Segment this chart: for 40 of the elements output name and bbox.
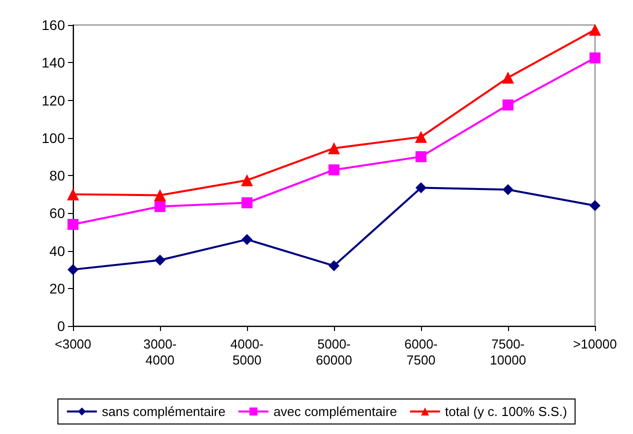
point bbox=[328, 260, 340, 272]
point bbox=[242, 234, 252, 245]
y-tick-label: 20 bbox=[49, 280, 66, 296]
point bbox=[68, 218, 78, 230]
x-tick-label: 4000- 5000 bbox=[230, 336, 264, 368]
y-tick-label: 80 bbox=[49, 168, 66, 184]
x-tick-label: >10000 bbox=[573, 336, 617, 352]
point bbox=[154, 189, 166, 202]
legend-label: sans complémentaire bbox=[102, 404, 226, 419]
point bbox=[502, 99, 514, 110]
x-tick-label: 6000- 7500 bbox=[404, 336, 438, 368]
point bbox=[416, 182, 426, 194]
x-tick-label: 7500- 10000 bbox=[490, 336, 526, 368]
point bbox=[242, 197, 252, 208]
point bbox=[502, 184, 514, 196]
point bbox=[328, 142, 340, 154]
point bbox=[415, 130, 427, 143]
legend-label: total (y c. 100% S.S.) bbox=[445, 404, 568, 419]
y-tick-label: 40 bbox=[49, 242, 66, 259]
point bbox=[590, 52, 600, 64]
point bbox=[416, 151, 426, 162]
y-tick-label: 100 bbox=[42, 130, 66, 146]
point bbox=[241, 174, 253, 186]
y-tick-label: 160 bbox=[42, 17, 66, 33]
point bbox=[154, 201, 166, 212]
point bbox=[590, 200, 600, 212]
point bbox=[502, 72, 514, 84]
point bbox=[68, 264, 78, 276]
point bbox=[328, 164, 340, 176]
y-tick-label: 120 bbox=[42, 92, 66, 108]
x-tick-label: <3000 bbox=[54, 336, 92, 352]
y-tick-label: 60 bbox=[49, 205, 66, 222]
y-tick-label: 0 bbox=[57, 318, 66, 334]
point bbox=[67, 188, 79, 200]
legend-label: avec complémentaire bbox=[273, 404, 398, 419]
x-tick-label: 3000- 4000 bbox=[143, 336, 177, 368]
y-tick-label: 140 bbox=[42, 54, 66, 71]
point bbox=[589, 24, 601, 36]
point bbox=[154, 254, 166, 266]
x-tick-label: 5000- 60000 bbox=[316, 336, 352, 368]
